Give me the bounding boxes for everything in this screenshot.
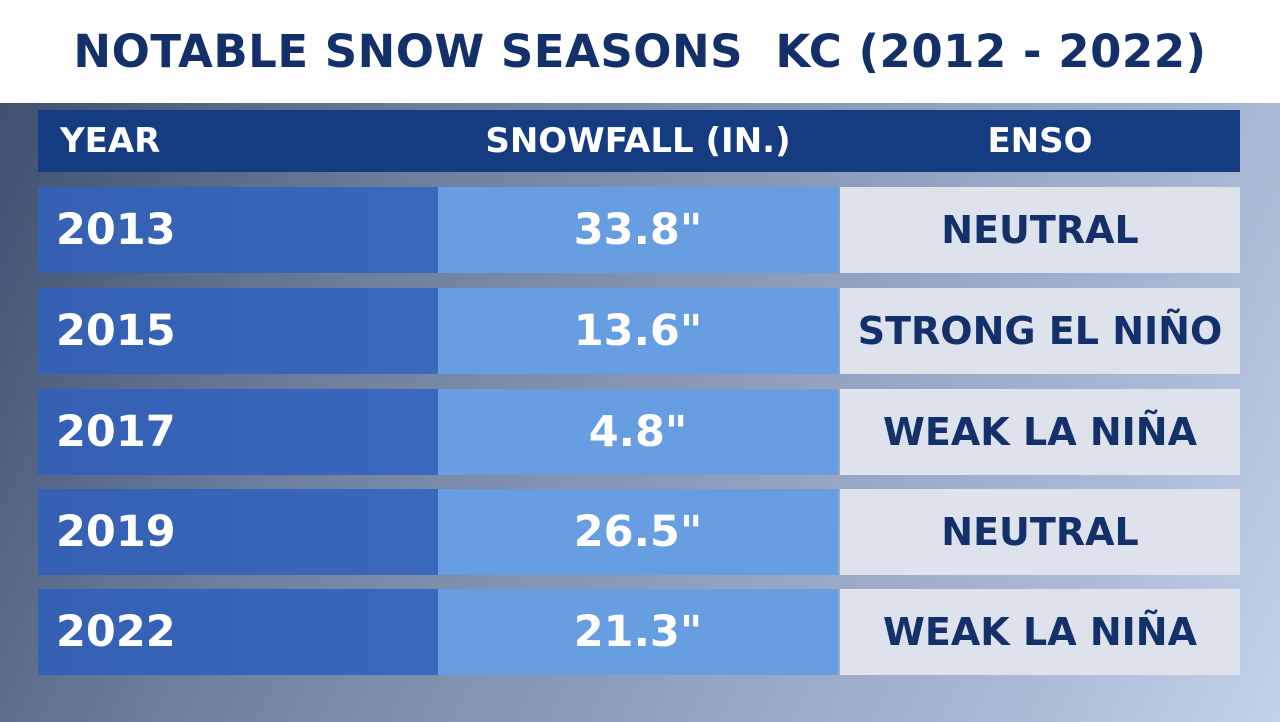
year-cell: 2013	[38, 187, 438, 273]
table-row: 2022 21.3" WEAK LA NIÑA	[38, 589, 1240, 675]
page-title: NOTABLE SNOW SEASONS KC (2012 - 2022)	[73, 25, 1207, 78]
enso-cell: WEAK LA NIÑA	[840, 589, 1240, 675]
year-cell: 2022	[38, 589, 438, 675]
header-year: YEAR	[60, 121, 161, 161]
enso-cell: NEUTRAL	[840, 489, 1240, 575]
snowfall-cell: 26.5"	[438, 489, 838, 575]
snowfall-cell: 4.8"	[438, 389, 838, 475]
snowfall-cell: 21.3"	[438, 589, 838, 675]
header-enso: ENSO	[987, 121, 1093, 161]
year-cell: 2015	[38, 288, 438, 374]
title-bar: NOTABLE SNOW SEASONS KC (2012 - 2022)	[0, 0, 1280, 103]
enso-cell: WEAK LA NIÑA	[840, 389, 1240, 475]
year-cell: 2019	[38, 489, 438, 575]
table-row: 2013 33.8" NEUTRAL	[38, 187, 1240, 273]
enso-cell: STRONG EL NIÑO	[840, 288, 1240, 374]
snowfall-cell: 33.8"	[438, 187, 838, 273]
table-row: 2019 26.5" NEUTRAL	[38, 489, 1240, 575]
enso-cell: NEUTRAL	[840, 187, 1240, 273]
header-snowfall: SNOWFALL (IN.)	[485, 121, 791, 161]
snowfall-cell: 13.6"	[438, 288, 838, 374]
table-row: 2015 13.6" STRONG EL NIÑO	[38, 288, 1240, 374]
table-row: 2017 4.8" WEAK LA NIÑA	[38, 389, 1240, 475]
year-cell: 2017	[38, 389, 438, 475]
table-header: YEAR SNOWFALL (IN.) ENSO	[38, 110, 1240, 172]
